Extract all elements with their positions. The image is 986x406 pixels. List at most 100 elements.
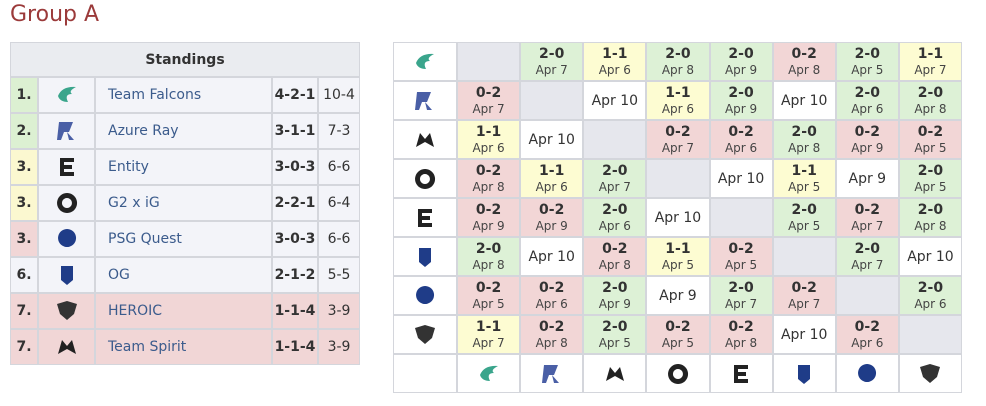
team-name[interactable]: PSG Quest — [108, 231, 182, 247]
team-name[interactable]: Entity — [108, 159, 149, 175]
rank: 1. — [16, 87, 32, 103]
record-cell: 3-0-3 — [272, 221, 318, 257]
rank: 3. — [16, 195, 32, 211]
match-date: Apr 9 — [848, 170, 887, 187]
team-name[interactable]: Team Spirit — [108, 339, 187, 355]
games: 6-4 — [327, 195, 351, 211]
match-score: 0-2 — [854, 201, 880, 218]
row-logo — [393, 315, 457, 354]
match-date: Apr 8 — [472, 179, 505, 194]
logo-shape — [59, 158, 74, 176]
team-name[interactable]: Azure Ray — [108, 123, 179, 139]
match-date: Apr 7 — [535, 62, 568, 77]
match-score: 1-1 — [917, 45, 944, 62]
logo-cell — [38, 293, 95, 329]
match-cell: 0-2 Apr 7 — [457, 81, 521, 120]
match-date: Apr 7 — [851, 257, 884, 272]
match-date: Apr 10 — [528, 131, 575, 148]
match-date: Apr 6 — [598, 62, 631, 77]
rank-cell: 7. — [10, 293, 38, 329]
logo-shape — [667, 363, 688, 384]
logo-cell — [38, 113, 95, 149]
logo-shape — [415, 91, 432, 110]
match-cell: 0-2 Apr 7 — [772, 276, 836, 315]
self-cell — [646, 159, 710, 198]
rank: 6. — [16, 267, 32, 283]
match-date: Apr 5 — [598, 335, 631, 350]
logo-shape — [56, 193, 77, 213]
logo-shape — [415, 324, 435, 344]
logo-shape — [56, 122, 74, 140]
match-score: 2-0 — [917, 162, 944, 179]
match-cell: 0-2 Apr 5 — [457, 276, 521, 315]
match-cell: 2-0 Apr 5 — [583, 315, 647, 354]
match-score: 2-0 — [728, 84, 754, 101]
match-date: Apr 9 — [659, 287, 697, 304]
rank-cell: 6. — [10, 257, 38, 293]
logo-shape — [541, 364, 559, 383]
match-score: 0-2 — [854, 318, 880, 335]
match-cell: 0-2 Apr 5 — [709, 237, 773, 276]
games: 7-3 — [327, 123, 351, 139]
match-score: 2-0 — [475, 240, 502, 257]
rank-cell: 3. — [10, 185, 38, 221]
match-cell: Apr 9 — [646, 276, 710, 315]
match-score: 1-1 — [791, 162, 817, 179]
logo-cell — [38, 329, 95, 365]
match-date: Apr 6 — [661, 101, 695, 116]
team-logo — [60, 266, 73, 285]
team-logo — [734, 364, 749, 383]
row-logo — [393, 81, 457, 120]
team-name[interactable]: G2 x iG — [108, 195, 160, 211]
logo-cell — [38, 185, 95, 221]
logo-shape — [605, 366, 624, 381]
col-logo — [898, 354, 962, 393]
rank: 3. — [16, 159, 32, 175]
match-score: 1-1 — [475, 123, 502, 140]
match-score: 2-0 — [854, 84, 880, 101]
match-cell: 2-0 Apr 6 — [835, 81, 899, 120]
logo-shape — [419, 247, 431, 267]
match-cell: Apr 10 — [772, 315, 836, 354]
match-cell: 1-1 Apr 6 — [457, 120, 521, 159]
team-logo — [416, 53, 434, 69]
match-date: Apr 7 — [598, 179, 631, 194]
match-date: Apr 8 — [788, 140, 821, 155]
match-date: Apr 7 — [724, 296, 758, 311]
team-name[interactable]: Team Falcons — [108, 87, 202, 103]
match-cell: 1-1 Apr 7 — [898, 42, 962, 81]
team-logo — [59, 158, 74, 176]
match-cell: 2-0 Apr 8 — [898, 81, 962, 120]
match-cell: 1-1 Apr 5 — [772, 159, 836, 198]
self-cell — [898, 315, 962, 354]
rank-cell: 3. — [10, 149, 38, 185]
match-date: Apr 8 — [724, 335, 758, 350]
logo-shape — [60, 266, 73, 285]
match-date: Apr 10 — [717, 170, 765, 187]
match-cell: Apr 10 — [646, 198, 710, 237]
match-score: 0-2 — [665, 123, 691, 140]
match-score: 2-0 — [917, 201, 944, 218]
team-name[interactable]: OG — [108, 267, 130, 283]
team-cell: G2 x iG — [95, 185, 272, 221]
match-score: 0-2 — [475, 84, 502, 101]
match-date: Apr 5 — [788, 218, 821, 233]
match-score: 2-0 — [791, 201, 817, 218]
self-cell — [709, 198, 773, 237]
games: 10-4 — [323, 87, 355, 103]
games-cell: 6-6 — [318, 221, 360, 257]
team-logo — [415, 324, 435, 344]
match-date: Apr 7 — [851, 218, 884, 233]
match-date: Apr 5 — [661, 257, 695, 272]
match-cell: 0-2 Apr 9 — [835, 120, 899, 159]
match-score: 2-0 — [728, 279, 754, 296]
self-cell — [520, 81, 584, 120]
games-cell: 6-4 — [318, 185, 360, 221]
match-score: 0-2 — [539, 318, 565, 335]
match-date: Apr 7 — [472, 335, 505, 350]
team-name[interactable]: HEROIC — [108, 303, 163, 319]
team-cell: Team Falcons — [95, 77, 272, 113]
match-date: Apr 9 — [724, 62, 758, 77]
match-cell: Apr 10 — [520, 120, 584, 159]
